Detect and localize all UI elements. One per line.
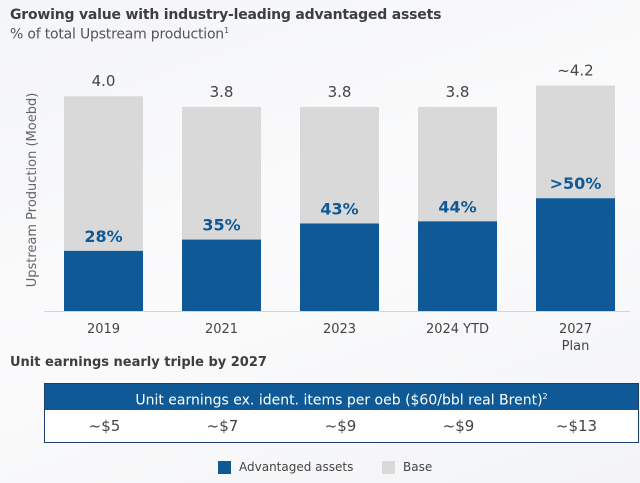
chart-title: Growing value with industry-leading adva… [10,7,442,23]
legend-label: Advantaged assets [239,460,354,474]
x-tick-label: 2021 [205,322,238,337]
bar-advantaged-segment [64,250,143,311]
legend-swatch-base [382,460,395,474]
legend-item-base: Base [382,460,432,474]
legend-swatch-advantaged [218,460,231,474]
table-header-text: Unit earnings ex. ident. items per oeb (… [135,392,543,409]
total-label: 3.8 [446,83,470,101]
bar-base-segment [418,106,497,222]
subtitle-text: % of total Upstream production [10,26,224,43]
total-label: ~4.2 [557,61,593,79]
share-label: 35% [202,216,240,235]
y-axis-label: Upstream Production (Moebd) [25,93,40,288]
table-header: Unit earnings ex. ident. items per oeb (… [45,384,638,410]
bar-advantaged-segment [418,221,497,311]
bar-advantaged-segment [300,223,379,311]
table-cell: ~$5 [88,417,121,435]
bar-base-segment [300,106,379,224]
share-label: 44% [438,197,476,216]
x-tick-label: 2024 YTD [426,322,489,337]
total-label: 3.8 [328,83,352,101]
total-label: 4.0 [92,72,116,90]
x-tick-label: 2027 [559,322,592,337]
legend-label: Base [403,460,433,474]
unit-earnings-table: Unit earnings ex. ident. items per oeb (… [44,383,639,443]
table-row: ~$5 ~$7 ~$9 ~$9 ~$13 [45,410,638,442]
total-label: 3.8 [210,83,234,101]
share-label: 28% [84,227,122,246]
footnote-marker: 1 [223,26,229,35]
bar-base-segment [182,106,261,240]
table-cell: ~$7 [206,417,239,435]
x-tick-label: 2023 [323,322,356,337]
chart-subtitle: % of total Upstream production1 [10,26,229,43]
x-tick-label: 2019 [87,322,120,337]
share-label: >50% [550,174,602,193]
bar-advantaged-segment [182,239,261,311]
bar-base-segment [536,85,615,199]
table-footnote: 2 [542,392,548,401]
table-cell: ~$13 [555,417,598,435]
bar-base-segment [64,96,143,251]
share-label: 43% [320,199,358,218]
stacked-bar-chart: Upstream Production (Moebd) 4.0 28% 2019 3.… [25,61,630,354]
table-cell: ~$9 [324,417,357,435]
section-title: Unit earnings nearly triple by 2027 [10,355,267,370]
bar-advantaged-segment [536,198,615,311]
table-cell: ~$9 [442,417,475,435]
legend-item-advantaged: Advantaged assets [218,460,353,474]
x-tick-label: Plan [562,339,590,354]
